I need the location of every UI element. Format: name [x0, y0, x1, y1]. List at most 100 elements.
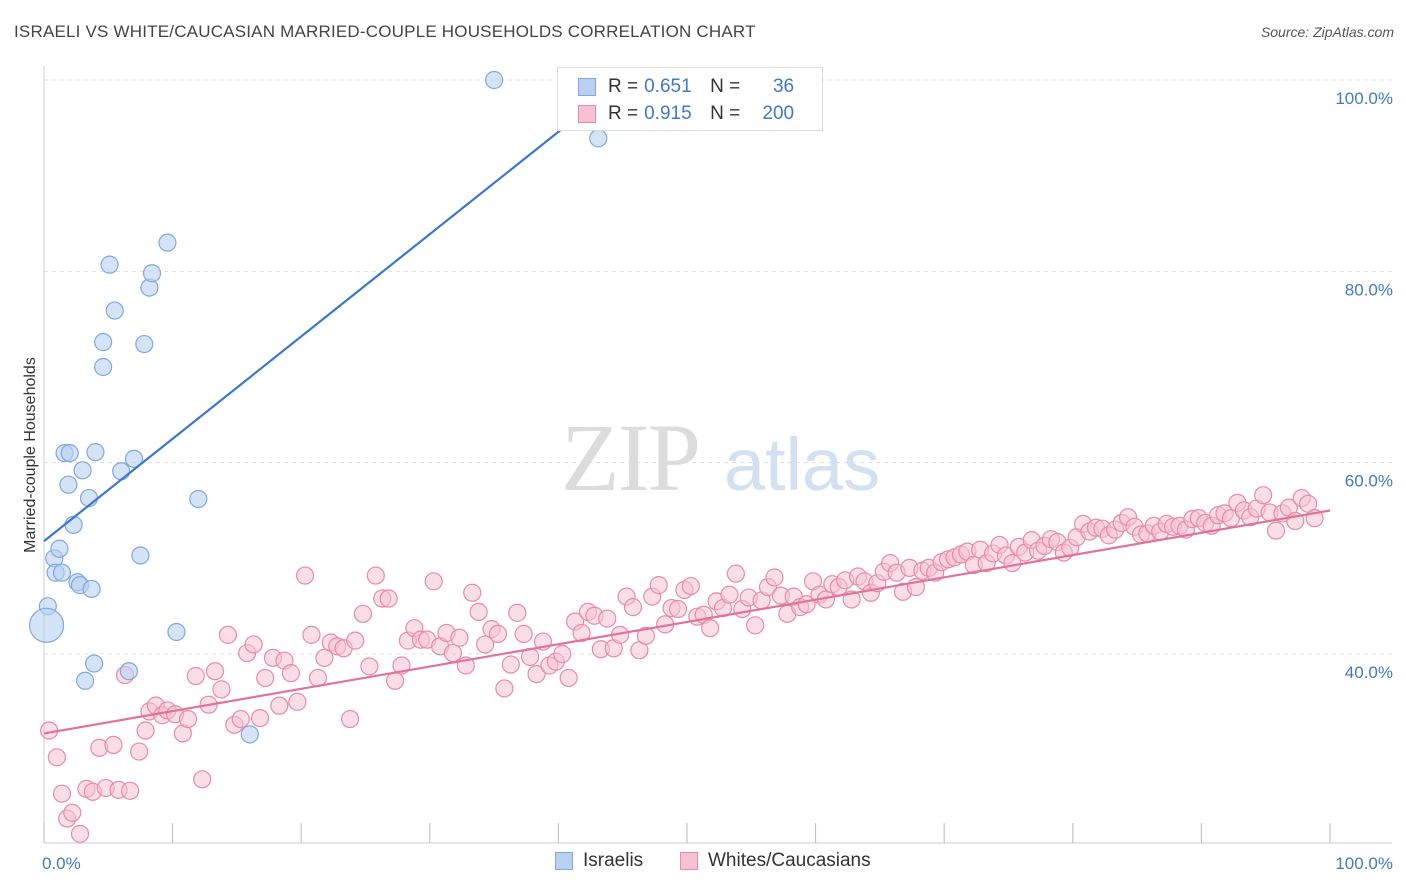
point-whites-caucasians: [218, 625, 237, 644]
point-whites-caucasians: [315, 648, 334, 667]
point-israelis: [76, 671, 95, 690]
x-tick-label: 100.0%: [1335, 854, 1393, 873]
point-whites-caucasians: [231, 709, 250, 729]
point-whites-caucasians: [488, 624, 508, 644]
point-whites-caucasians: [379, 589, 398, 608]
point-whites-caucasians: [572, 623, 591, 643]
point-israelis: [50, 539, 69, 558]
point-whites-caucasians: [70, 824, 90, 843]
point-whites-caucasians: [281, 664, 301, 683]
point-israelis: [59, 475, 78, 494]
legend-n-label: N =: [710, 103, 741, 124]
point-whites-caucasians: [598, 609, 617, 628]
bottom-legend-israelis: Israelis: [555, 850, 643, 872]
point-whites-caucasians: [186, 666, 205, 686]
y-tick-label: 40.0%: [1345, 663, 1393, 682]
legend-r-label: R =: [608, 103, 639, 124]
series-whites-caucasians: [40, 486, 1324, 843]
point-whites-caucasians: [178, 709, 198, 729]
point-israelis: [119, 662, 138, 681]
point-whites-caucasians: [205, 662, 225, 681]
legend-swatch-israelis: [578, 78, 596, 96]
legend-r-value: 0.651: [644, 76, 692, 97]
point-whites-caucasians: [559, 668, 578, 688]
point-israelis: [82, 579, 101, 599]
point-whites-caucasians: [302, 625, 321, 644]
point-israelis: [124, 449, 144, 468]
point-whites-caucasians: [495, 679, 514, 698]
trend-lines: [43, 69, 1331, 735]
y-tick-label: 80.0%: [1345, 280, 1393, 299]
point-whites-caucasians: [463, 583, 482, 602]
watermark: ZIP atlas: [561, 404, 880, 511]
point-whites-caucasians: [295, 566, 315, 585]
point-israelis: [485, 70, 504, 90]
point-whites-caucasians: [450, 628, 469, 647]
point-whites-caucasians: [353, 604, 373, 623]
stats-legend: R = 0.651 N = 36 R = 0.915 N = 200: [557, 67, 823, 131]
point-whites-caucasians: [130, 742, 149, 761]
y-tick-label: 60.0%: [1345, 472, 1393, 491]
point-israelis: [60, 444, 79, 463]
point-israelis: [189, 489, 208, 509]
trend-line-israelis: [43, 69, 637, 542]
point-whites-caucasians: [1266, 521, 1286, 540]
point-whites-caucasians: [366, 566, 385, 585]
point-whites-caucasians: [636, 626, 655, 645]
point-israelis: [85, 654, 104, 673]
bottom-legend-swatch-whites: [680, 852, 698, 870]
point-whites-caucasians: [746, 616, 765, 635]
point-whites-caucasians: [765, 568, 784, 587]
point-whites-caucasians: [527, 664, 546, 684]
point-whites-caucasians: [475, 635, 495, 654]
legend-swatch-whites: [578, 105, 596, 123]
point-whites-caucasians: [212, 680, 231, 699]
point-whites-caucasians: [469, 602, 488, 622]
point-whites-caucasians: [47, 748, 66, 767]
point-whites-caucasians: [270, 696, 289, 715]
point-israelis: [167, 622, 186, 642]
point-israelis: [94, 333, 113, 352]
point-israelis: [142, 264, 162, 283]
axes: [43, 66, 1392, 844]
point-whites-caucasians: [553, 644, 572, 664]
bottom-legend-label-whites: Whites/Caucasians: [708, 850, 871, 871]
point-israelis: [100, 255, 119, 274]
point-whites-caucasians: [681, 576, 700, 596]
bottom-legend-label-israelis: Israelis: [583, 850, 644, 871]
y-axis-label: Married-couple Households: [22, 357, 39, 553]
point-whites-caucasians: [288, 692, 307, 711]
point-whites-caucasians: [623, 598, 643, 617]
grid-lines: [44, 79, 1392, 655]
bottom-legend-whites: Whites/Caucasians: [680, 850, 871, 872]
x-tick-label: 0.0%: [42, 854, 81, 873]
point-israelis: [94, 357, 113, 377]
watermark-atlas: atlas: [724, 423, 880, 506]
point-whites-caucasians: [136, 721, 155, 740]
watermark-zip: ZIP: [561, 404, 699, 511]
point-whites-caucasians: [443, 643, 463, 663]
point-whites-caucasians: [104, 735, 123, 754]
point-whites-caucasians: [649, 576, 668, 595]
source-label: Source: ZipAtlas.com: [1260, 24, 1394, 40]
y-tick-label: 100.0%: [1335, 89, 1393, 108]
trend-line-whites-caucasians: [43, 509, 1331, 735]
point-israelis: [112, 462, 131, 481]
point-whites-caucasians: [346, 631, 365, 650]
point-whites-caucasians: [63, 803, 82, 822]
bottom-legend: Israelis Whites/Caucasians: [0, 850, 1406, 878]
legend-r-value: 0.915: [644, 103, 692, 124]
point-whites-caucasians: [52, 784, 72, 803]
point-israelis: [73, 461, 92, 480]
point-israelis: [589, 129, 608, 148]
point-israelis: [158, 233, 177, 252]
point-whites-caucasians: [501, 655, 520, 674]
point-israelis: [240, 725, 259, 744]
point-whites-caucasians: [256, 668, 275, 688]
point-israelis: [28, 607, 65, 643]
point-whites-caucasians: [360, 657, 379, 676]
point-israelis: [52, 563, 72, 582]
point-whites-caucasians: [340, 709, 360, 729]
bottom-legend-swatch-israelis: [555, 852, 573, 870]
